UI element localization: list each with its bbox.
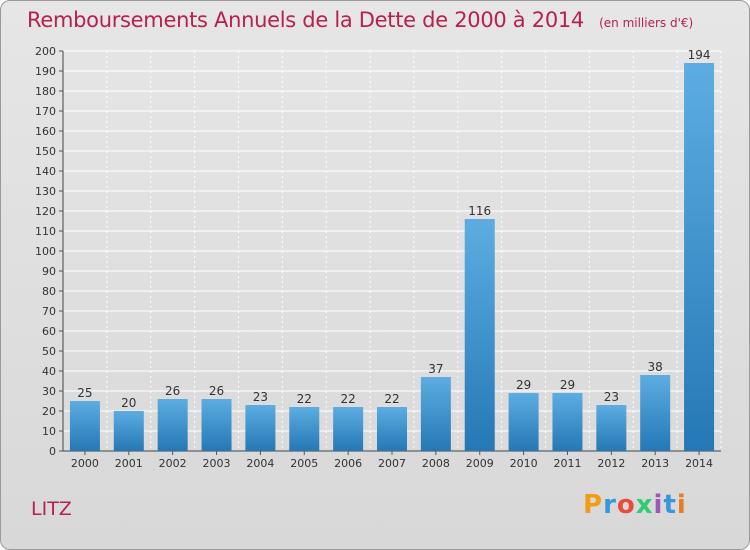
x-tick-label: 2011 xyxy=(553,457,581,470)
data-label: 37 xyxy=(428,362,443,376)
y-tick-label: 90 xyxy=(42,265,56,278)
y-tick-label: 30 xyxy=(42,385,56,398)
bar xyxy=(508,393,539,451)
y-tick-label: 160 xyxy=(35,125,56,138)
bar xyxy=(552,393,583,451)
bar xyxy=(684,63,715,451)
y-tick-label: 60 xyxy=(42,325,56,338)
y-tick-label: 180 xyxy=(35,85,56,98)
y-tick-label: 100 xyxy=(35,245,56,258)
x-tick-label: 2014 xyxy=(685,457,713,470)
grid-lines xyxy=(62,50,722,452)
data-label: 23 xyxy=(253,390,268,404)
bar xyxy=(157,399,188,451)
bars xyxy=(69,63,715,451)
y-tick-label: 130 xyxy=(35,185,56,198)
bar xyxy=(596,405,627,451)
y-tick-label: 40 xyxy=(42,365,56,378)
data-label: 29 xyxy=(560,378,575,392)
x-tick-label: 2007 xyxy=(378,457,406,470)
data-label: 38 xyxy=(648,360,663,374)
x-tick-label: 2012 xyxy=(597,457,625,470)
logo-letter: i xyxy=(676,490,687,520)
y-tick-label: 150 xyxy=(35,145,56,158)
data-label: 116 xyxy=(468,204,491,218)
bar xyxy=(113,411,144,451)
x-tick-label: 2009 xyxy=(466,457,494,470)
bar xyxy=(333,407,364,451)
logo-letter: r xyxy=(603,490,617,520)
x-tick-label: 2001 xyxy=(115,457,143,470)
x-tick-label: 2002 xyxy=(159,457,187,470)
logo-letter: x xyxy=(635,490,654,520)
x-tick-label: 2006 xyxy=(334,457,362,470)
data-label: 22 xyxy=(384,392,399,406)
city-name: LITZ xyxy=(31,498,72,520)
logo-letter: i xyxy=(653,490,664,520)
bar xyxy=(640,375,671,451)
y-tick-label: 120 xyxy=(35,205,56,218)
y-tick-label: 10 xyxy=(42,425,56,438)
y-tick-label: 140 xyxy=(35,165,56,178)
y-tick-label: 80 xyxy=(42,285,56,298)
data-label: 22 xyxy=(340,392,355,406)
bar xyxy=(464,219,495,451)
logo-letter: t xyxy=(663,490,677,520)
x-tick-label: 2010 xyxy=(510,457,538,470)
data-label: 26 xyxy=(209,384,224,398)
data-labels: 25 20 26 26 23 22 22 22 37 116 29 29 23 38 194 xyxy=(77,48,710,410)
chart-unit: (en milliers d'€) xyxy=(599,16,694,30)
bar xyxy=(201,399,232,451)
proxiti-logo[interactable]: Proxiti xyxy=(583,490,687,520)
y-tick-label: 190 xyxy=(35,65,56,78)
data-label: 22 xyxy=(297,392,312,406)
logo-letter: o xyxy=(616,490,636,520)
bar xyxy=(289,407,320,451)
data-label: 29 xyxy=(516,378,531,392)
data-label: 25 xyxy=(77,386,92,400)
x-tick-label: 2000 xyxy=(71,457,99,470)
data-label: 194 xyxy=(688,48,711,62)
bar xyxy=(377,407,407,451)
y-tick-label: 20 xyxy=(42,405,56,418)
x-tick-label: 2013 xyxy=(641,457,669,470)
data-label: 20 xyxy=(121,396,136,410)
chart-title-block: Remboursements Annuels de la Dette de 20… xyxy=(27,8,693,32)
x-tick-label: 2008 xyxy=(422,457,450,470)
bar xyxy=(69,401,100,451)
data-label: 23 xyxy=(604,390,619,404)
data-label: 26 xyxy=(165,384,180,398)
bar xyxy=(245,405,276,451)
x-tick-label: 2004 xyxy=(246,457,274,470)
x-tick-label: 2003 xyxy=(203,457,231,470)
bar xyxy=(420,377,451,451)
y-tick-label: 170 xyxy=(35,105,56,118)
y-tick-label: 200 xyxy=(35,45,56,58)
axes: 0 10 20 30 40 50 60 70 80 90 100 110 120 130 140 150 160… xyxy=(35,45,721,470)
logo-letter: P xyxy=(583,490,604,520)
x-tick-label: 2005 xyxy=(290,457,318,470)
y-tick-label: 70 xyxy=(42,305,56,318)
y-tick-label: 110 xyxy=(35,225,56,238)
chart-title: Remboursements Annuels de la Dette de 20… xyxy=(27,8,584,32)
y-tick-label: 0 xyxy=(49,445,56,458)
y-tick-label: 50 xyxy=(42,345,56,358)
